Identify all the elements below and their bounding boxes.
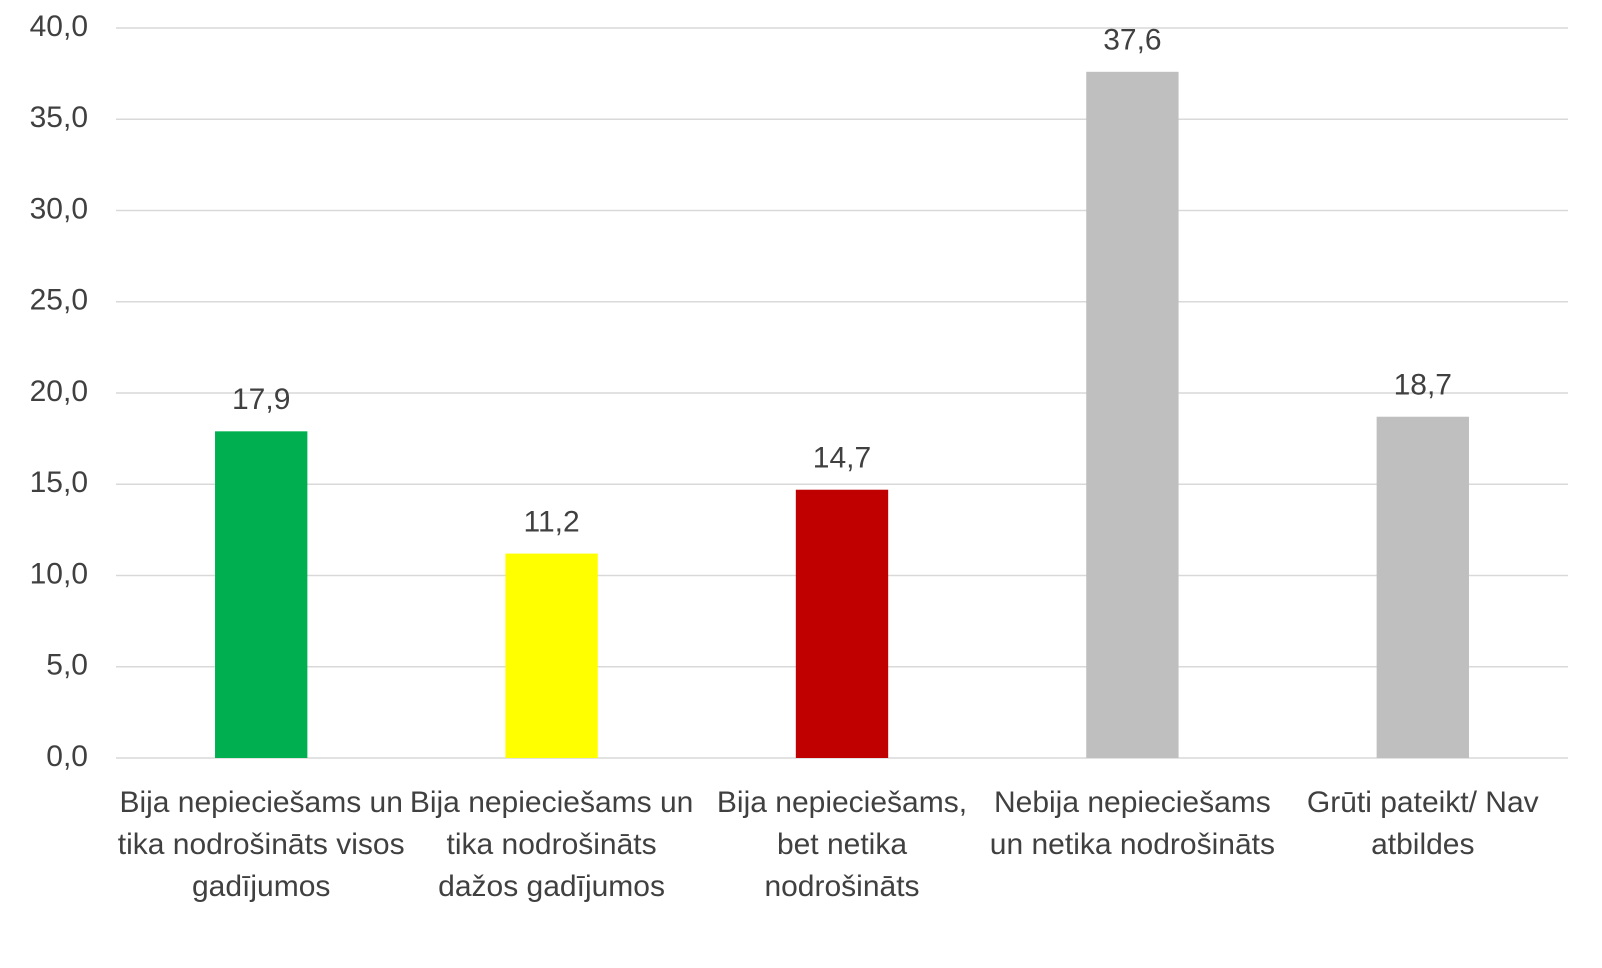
bar xyxy=(1376,416,1469,758)
value-label: 11,2 xyxy=(524,506,580,539)
value-label: 14,7 xyxy=(813,442,871,475)
y-tick-label: 5,0 xyxy=(46,649,88,682)
bar xyxy=(505,553,598,758)
bar xyxy=(795,489,889,758)
y-tick-label: 20,0 xyxy=(30,375,88,408)
bar xyxy=(215,431,308,758)
value-label: 37,6 xyxy=(1103,24,1161,57)
y-tick-label: 40,0 xyxy=(30,10,88,43)
y-tick-label: 10,0 xyxy=(30,557,88,590)
y-tick-label: 0,0 xyxy=(46,740,88,773)
bar xyxy=(1086,71,1179,759)
y-tick-label: 30,0 xyxy=(30,192,88,225)
x-tick-label: Bija nepieciešams, bet netika nodrošināt… xyxy=(716,786,968,903)
x-tick-label: Bija nepieciešams un tika nodrošināts da… xyxy=(409,786,694,903)
x-tick-label: Bija nepieciešams un tika nodrošināts vi… xyxy=(117,786,405,903)
value-label: 17,9 xyxy=(232,383,290,416)
x-tick-label: Nebija nepieciešams un netika nodrošināt… xyxy=(989,786,1275,861)
value-label: 18,7 xyxy=(1394,369,1452,402)
y-tick-label: 25,0 xyxy=(30,284,88,317)
x-tick-label: Grūti pateikt/ Nav atbildes xyxy=(1306,786,1539,861)
y-tick-label: 35,0 xyxy=(30,101,88,134)
y-tick-label: 15,0 xyxy=(30,466,88,499)
